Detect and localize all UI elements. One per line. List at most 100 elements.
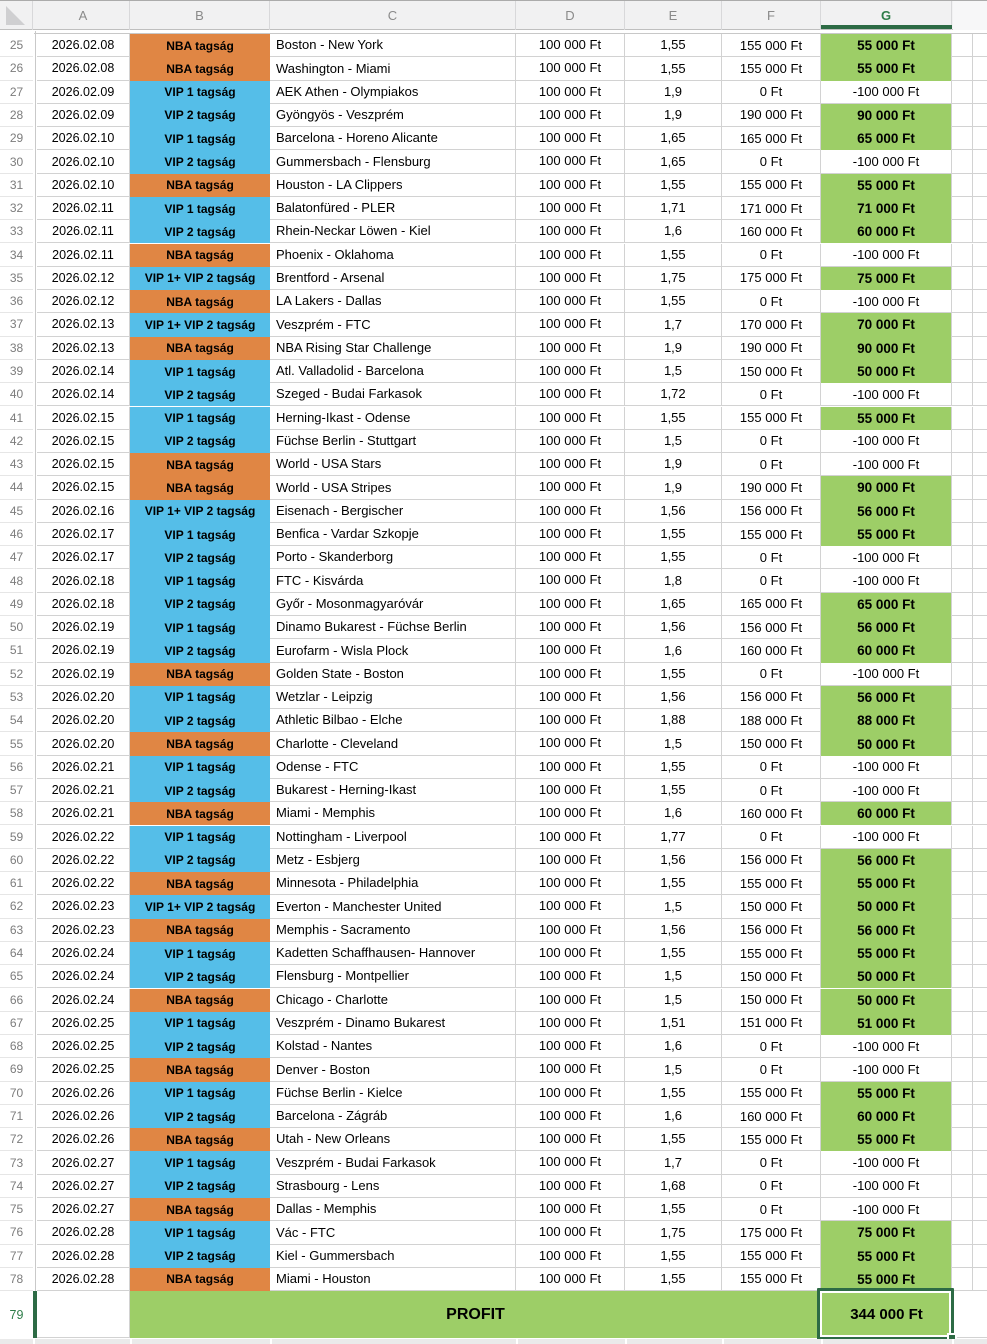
cell-membership[interactable]: NBA tagság	[130, 57, 270, 81]
row-header[interactable]: 45	[0, 499, 33, 523]
cell-odds[interactable]: 1,56	[625, 918, 722, 942]
cell-stake[interactable]: 100 000 Ft	[516, 825, 625, 849]
row-header[interactable]: 36	[0, 290, 33, 314]
cell-empty-edge[interactable]	[973, 429, 987, 453]
cell-empty[interactable]	[952, 895, 973, 919]
cell-payout[interactable]: 156 000 Ft	[722, 499, 821, 523]
cell-empty[interactable]	[952, 406, 973, 430]
column-header-G[interactable]: G	[821, 1, 952, 30]
cell-date[interactable]: 2026.02.15	[37, 476, 130, 500]
cell-date[interactable]: 2026.02.16	[37, 499, 130, 523]
row-header[interactable]: 77	[0, 1244, 33, 1268]
cell-empty-edge[interactable]	[973, 243, 987, 267]
cell-match[interactable]: Boston - New York	[270, 34, 516, 58]
cell-stake[interactable]: 100 000 Ft	[516, 546, 625, 570]
cell-payout[interactable]: 0 Ft	[722, 1198, 821, 1222]
cell-membership[interactable]: NBA tagság	[130, 476, 270, 500]
cell-empty[interactable]	[952, 429, 973, 453]
cell-odds[interactable]: 1,8	[625, 569, 722, 593]
row-header[interactable]: 53	[0, 685, 33, 710]
cell-payout[interactable]: 0 Ft	[722, 1035, 821, 1059]
cell-match[interactable]: Athletic Bilbao - Elche	[270, 709, 516, 733]
cell-empty[interactable]	[952, 359, 973, 384]
cell-date[interactable]: 2026.02.11	[37, 220, 130, 244]
cell-match[interactable]: Balatonfüred - PLER	[270, 197, 516, 221]
cell-match[interactable]: Gummersbach - Flensburg	[270, 150, 516, 174]
cell-match[interactable]: AEK Athen - Olympiakos	[270, 80, 516, 104]
cell-odds[interactable]: 1,55	[625, 779, 722, 803]
cell-profit[interactable]: 71 000 Ft	[821, 197, 952, 221]
cell-match[interactable]: Dinamo Bukarest - Füchse Berlin	[270, 616, 516, 640]
cell-payout[interactable]: 150 000 Ft	[722, 965, 821, 989]
row-header[interactable]: 54	[0, 709, 33, 733]
cell-match[interactable]: Strasbourg - Lens	[270, 1174, 516, 1198]
cell-date[interactable]: 2026.02.20	[37, 709, 130, 733]
cell-date[interactable]: 2026.02.12	[37, 266, 130, 291]
cell-stake[interactable]: 100 000 Ft	[516, 895, 625, 919]
cell-membership[interactable]: VIP 1+ VIP 2 tagság	[130, 499, 270, 523]
cell-odds[interactable]: 1,6	[625, 802, 722, 826]
cell-profit[interactable]: -100 000 Ft	[821, 825, 952, 849]
cell-odds[interactable]: 1,5	[625, 429, 722, 453]
cell-match[interactable]: Metz - Esbjerg	[270, 848, 516, 873]
row-header-79[interactable]: 79	[0, 1291, 33, 1338]
cell-payout[interactable]: 155 000 Ft	[722, 173, 821, 197]
cell-stake[interactable]: 100 000 Ft	[516, 406, 625, 430]
cell-date[interactable]: 2026.02.24	[37, 988, 130, 1012]
row-header[interactable]: 65	[0, 965, 33, 989]
row-header[interactable]: 26	[0, 57, 33, 81]
cell-membership[interactable]: NBA tagság	[130, 662, 270, 686]
cell-match[interactable]: Barcelona - Zágráb	[270, 1104, 516, 1129]
row-header[interactable]: 43	[0, 453, 33, 477]
cell-membership[interactable]: VIP 2 tagság	[130, 709, 270, 733]
cell-odds[interactable]: 1,77	[625, 825, 722, 849]
cell-date[interactable]: 2026.02.14	[37, 359, 130, 384]
cell-stake[interactable]: 100 000 Ft	[516, 685, 625, 710]
cell-profit[interactable]: 51 000 Ft	[821, 1011, 952, 1035]
cell-odds[interactable]: 1,6	[625, 1035, 722, 1059]
cell-stake[interactable]: 100 000 Ft	[516, 1081, 625, 1105]
cell-match[interactable]: Veszprém - Dinamo Bukarest	[270, 1011, 516, 1035]
cell-match[interactable]: Denver - Boston	[270, 1058, 516, 1082]
cell-profit[interactable]: -100 000 Ft	[821, 429, 952, 453]
cell-stake[interactable]: 100 000 Ft	[516, 103, 625, 128]
cell-membership[interactable]: VIP 2 tagság	[130, 103, 270, 128]
cell-match[interactable]: World - USA Stars	[270, 453, 516, 477]
cell-date[interactable]: 2026.02.24	[37, 941, 130, 966]
cell-odds[interactable]: 1,55	[625, 662, 722, 686]
cell-payout[interactable]: 155 000 Ft	[722, 522, 821, 547]
cell-profit[interactable]: -100 000 Ft	[821, 80, 952, 104]
cell-odds[interactable]: 1,51	[625, 1011, 722, 1035]
cell-odds[interactable]: 1,56	[625, 499, 722, 523]
cell-odds[interactable]: 1,55	[625, 941, 722, 966]
cell-stake[interactable]: 100 000 Ft	[516, 383, 625, 407]
cell-membership[interactable]: NBA tagság	[130, 988, 270, 1012]
cell-profit[interactable]: 55 000 Ft	[821, 1081, 952, 1105]
cell-empty-edge[interactable]	[973, 406, 987, 430]
cell-stake[interactable]: 100 000 Ft	[516, 1267, 625, 1292]
cell-profit[interactable]: -100 000 Ft	[821, 383, 952, 407]
cell-match[interactable]: Kadetten Schaffhausen- Hannover	[270, 941, 516, 966]
cell-payout[interactable]: 0 Ft	[722, 429, 821, 453]
cell-stake[interactable]: 100 000 Ft	[516, 476, 625, 500]
cell-payout[interactable]: 0 Ft	[722, 662, 821, 686]
cell-match[interactable]: Memphis - Sacramento	[270, 918, 516, 942]
cell-payout[interactable]: 190 000 Ft	[722, 336, 821, 360]
cell-empty[interactable]	[952, 872, 973, 896]
cell-match[interactable]: Eurofarm - Wisla Plock	[270, 639, 516, 663]
cell-empty-edge[interactable]	[973, 476, 987, 500]
cell-empty-edge[interactable]	[973, 313, 987, 337]
cell-profit[interactable]: -100 000 Ft	[821, 569, 952, 593]
cell-profit[interactable]: -100 000 Ft	[821, 755, 952, 779]
cell-payout[interactable]: 170 000 Ft	[722, 313, 821, 337]
cell-payout[interactable]: 190 000 Ft	[722, 103, 821, 128]
cell-empty-edge[interactable]	[973, 1058, 987, 1082]
cell-profit[interactable]: 55 000 Ft	[821, 406, 952, 430]
cell-match[interactable]: Gyöngyös - Veszprém	[270, 103, 516, 128]
row-header[interactable]: 27	[0, 80, 33, 104]
cell-empty[interactable]	[952, 779, 973, 803]
cell-empty[interactable]	[952, 383, 973, 407]
cell-match[interactable]: Dallas - Memphis	[270, 1198, 516, 1222]
cell-profit[interactable]: 55 000 Ft	[821, 1244, 952, 1268]
cell-profit[interactable]: -100 000 Ft	[821, 1151, 952, 1175]
